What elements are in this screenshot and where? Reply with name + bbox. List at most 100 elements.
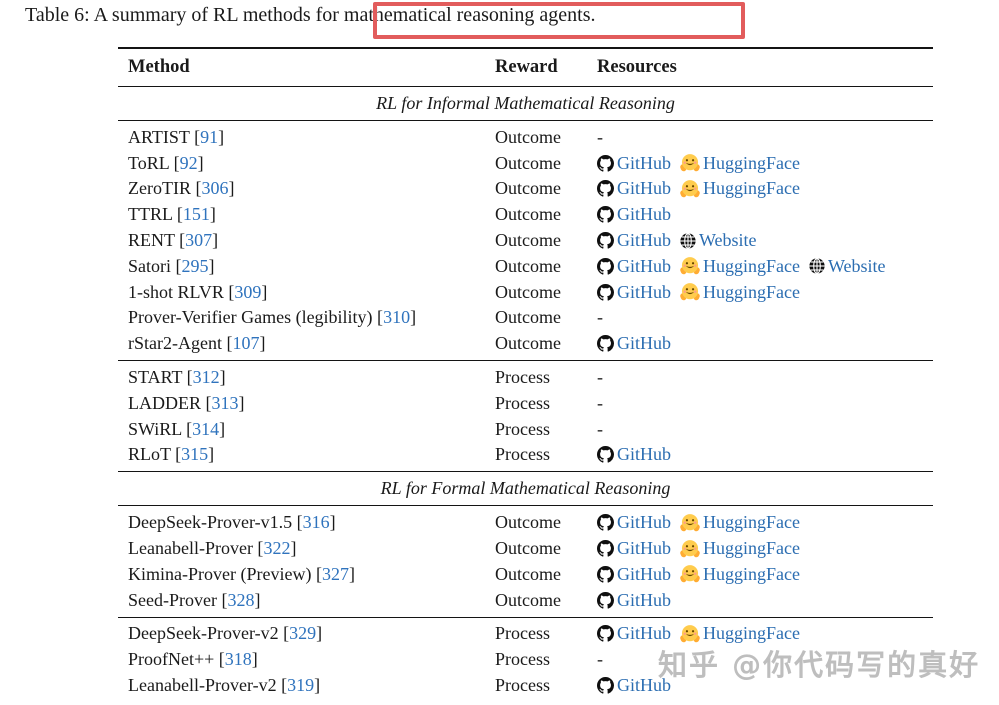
resource-label: HuggingFace: [703, 152, 800, 173]
citation-bracket-close: ]: [314, 675, 321, 696]
citation-link[interactable]: 295: [181, 255, 209, 276]
github-icon: [597, 180, 614, 198]
citation-link[interactable]: 316: [302, 512, 330, 533]
citation-link[interactable]: 310: [383, 307, 411, 328]
reward-cell: Outcome: [495, 538, 561, 559]
reward-cell: Outcome: [495, 204, 561, 225]
method-cell: Leanabell-Prover-v2 [319]: [118, 675, 495, 696]
citation-link[interactable]: 307: [185, 230, 213, 251]
method-name: SWiRL [: [128, 418, 193, 439]
citation-link[interactable]: 315: [181, 444, 209, 465]
table-row: ToRL [92] Outcome GitHub HuggingFace: [118, 150, 933, 176]
citation-link[interactable]: 91: [200, 126, 219, 147]
huggingface-icon: [680, 539, 700, 559]
citation-link[interactable]: 329: [289, 623, 317, 644]
resource-link[interactable]: GitHub: [597, 623, 671, 644]
table-rule: [118, 471, 933, 473]
table-row: ZeroTIR [306] Outcome GitHub HuggingFace: [118, 176, 933, 202]
citation-link[interactable]: 92: [179, 152, 198, 173]
resource-link[interactable]: GitHub: [597, 564, 671, 585]
citation-link[interactable]: 328: [227, 589, 255, 610]
resource-link[interactable]: Website: [809, 256, 886, 277]
resource-link[interactable]: HuggingFace: [680, 564, 800, 585]
citation-link[interactable]: 107: [232, 333, 260, 354]
citation-bracket-close: ]: [218, 126, 225, 147]
resources-cell: GitHub Website: [597, 230, 933, 251]
reward-cell: Outcome: [495, 589, 561, 610]
table-row: START [312] Process -: [118, 365, 933, 391]
row-group: DeepSeek-Prover-v2 [329] Process GitHub …: [118, 618, 933, 702]
resource-link[interactable]: GitHub: [597, 590, 671, 611]
resource-link[interactable]: HuggingFace: [680, 282, 800, 303]
citation-bracket-close: ]: [290, 538, 297, 559]
method-name: ZeroTIR [: [128, 178, 202, 199]
citation-link[interactable]: 314: [192, 418, 220, 439]
resource-label: HuggingFace: [703, 178, 800, 199]
citation-link[interactable]: 313: [211, 392, 239, 413]
resource-link[interactable]: GitHub: [597, 204, 671, 225]
huggingface-icon: [680, 153, 700, 173]
resource-label: GitHub: [617, 512, 671, 533]
github-icon: [597, 154, 614, 172]
reward-cell: Outcome: [495, 333, 561, 354]
citation-bracket-close: ]: [197, 152, 204, 173]
resource-link[interactable]: GitHub: [597, 178, 671, 199]
resource-label: HuggingFace: [703, 538, 800, 559]
citation-bracket-close: ]: [329, 512, 336, 533]
resource-link[interactable]: GitHub: [597, 538, 671, 559]
citation-link[interactable]: 319: [287, 675, 315, 696]
table-row: ProofNet++ [318] Process -: [118, 647, 933, 673]
citation-link[interactable]: 327: [321, 563, 349, 584]
table-row: Prover-Verifier Games (legibility) [310]…: [118, 305, 933, 331]
resource-link[interactable]: GitHub: [597, 282, 671, 303]
resources-cell: GitHub HuggingFace: [597, 178, 933, 199]
citation-link[interactable]: 309: [234, 281, 262, 302]
method-name: TTRL [: [128, 204, 183, 225]
resource-link[interactable]: GitHub: [597, 153, 671, 174]
method-name: Prover-Verifier Games (legibility) [: [128, 307, 384, 328]
reward-cell: Outcome: [495, 281, 561, 302]
huggingface-icon: [680, 564, 700, 584]
column-header-reward: Reward: [495, 57, 558, 77]
resource-link[interactable]: GitHub: [597, 444, 671, 465]
citation-link[interactable]: 312: [192, 367, 220, 388]
citation-link[interactable]: 322: [263, 538, 291, 559]
resource-label: HuggingFace: [703, 255, 800, 276]
resource-link[interactable]: GitHub: [597, 256, 671, 277]
resource-label: GitHub: [617, 281, 671, 302]
resource-link[interactable]: HuggingFace: [680, 623, 800, 644]
no-resource-dash: -: [597, 418, 603, 439]
citation-bracket-close: ]: [219, 418, 226, 439]
citation-bracket-close: ]: [212, 230, 219, 251]
resource-link[interactable]: HuggingFace: [680, 178, 800, 199]
method-name: 1-shot RLVR [: [128, 281, 235, 302]
method-name: ToRL [: [128, 152, 180, 173]
reward-cell: Process: [495, 392, 550, 413]
table-row: SWiRL [314] Process -: [118, 416, 933, 442]
citation-link[interactable]: 151: [182, 204, 210, 225]
resource-link[interactable]: GitHub: [597, 512, 671, 533]
github-icon: [597, 540, 614, 557]
method-name: Satori [: [128, 255, 182, 276]
table-row: DeepSeek-Prover-v2 [329] Process GitHub …: [118, 621, 933, 647]
resource-link[interactable]: GitHub: [597, 675, 671, 696]
resources-cell: -: [597, 419, 933, 440]
resource-link[interactable]: HuggingFace: [680, 512, 800, 533]
resource-link[interactable]: HuggingFace: [680, 153, 800, 174]
resource-link[interactable]: Website: [680, 230, 757, 251]
reward-cell: Outcome: [495, 178, 561, 199]
reward-cell: Outcome: [495, 230, 561, 251]
resource-link[interactable]: GitHub: [597, 230, 671, 251]
resource-label: GitHub: [617, 675, 671, 696]
citation-link[interactable]: 306: [201, 178, 229, 199]
resource-label: GitHub: [617, 152, 671, 173]
resource-link[interactable]: GitHub: [597, 333, 671, 354]
method-cell: LADDER [313]: [118, 393, 495, 414]
column-header-resources: Resources: [597, 57, 677, 77]
resource-link[interactable]: HuggingFace: [680, 256, 800, 277]
no-resource-dash: -: [597, 392, 603, 413]
citation-bracket-close: ]: [219, 367, 226, 388]
reward-cell: Outcome: [495, 126, 561, 147]
citation-link[interactable]: 318: [224, 649, 252, 670]
resource-link[interactable]: HuggingFace: [680, 538, 800, 559]
